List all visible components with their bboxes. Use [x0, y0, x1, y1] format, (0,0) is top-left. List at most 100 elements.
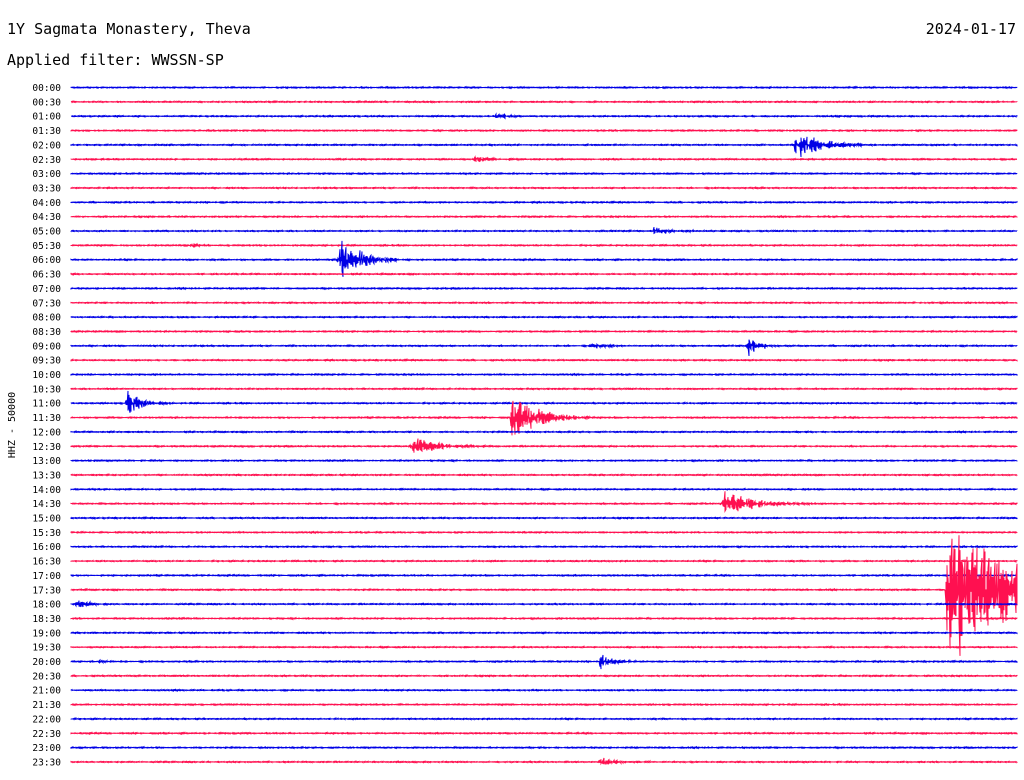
time-tick-label: 00:30 — [32, 97, 61, 108]
time-tick-label: 15:00 — [32, 514, 61, 525]
trace-line — [70, 242, 1018, 248]
trace-line — [70, 339, 1018, 357]
time-tick-labels: 00:00 00:30 01:00 01:30 02:00 02:30 03:00 03:30… — [32, 83, 61, 768]
trace-line — [70, 673, 1018, 678]
time-tick-label: 05:30 — [32, 241, 61, 252]
time-tick-label: 11:00 — [32, 399, 61, 410]
time-tick-label: 23:30 — [32, 757, 61, 768]
time-tick-label: 18:00 — [32, 600, 61, 611]
time-tick-label: 03:00 — [32, 169, 61, 180]
trace-line — [70, 559, 1018, 563]
time-tick-label: 00:00 — [32, 83, 61, 94]
trace-line — [70, 155, 1018, 163]
trace-line — [70, 472, 1018, 477]
trace-line — [70, 716, 1018, 721]
time-tick-label: 12:00 — [32, 427, 61, 438]
trace-line — [70, 136, 1018, 158]
time-tick-label: 08:00 — [32, 313, 61, 324]
time-tick-label: 22:00 — [32, 714, 61, 725]
trace-line — [70, 85, 1018, 90]
time-tick-label: 23:00 — [32, 743, 61, 754]
trace-line — [70, 315, 1018, 320]
trace-line — [70, 487, 1018, 492]
time-tick-label: 10:00 — [32, 370, 61, 381]
trace-line — [70, 530, 1018, 535]
channel-label: HHZ - 50000 — [7, 392, 18, 458]
trace-line — [70, 227, 1018, 235]
time-tick-label: 02:00 — [32, 140, 61, 151]
time-tick-label: 20:30 — [32, 671, 61, 682]
date-label: 2024-01-17 — [925, 20, 1016, 38]
trace-line — [70, 458, 1018, 463]
time-tick-label: 04:30 — [32, 212, 61, 223]
trace-line — [70, 329, 1018, 334]
trace-line — [70, 654, 1018, 670]
time-tick-label: 01:30 — [32, 126, 61, 137]
trace-line — [70, 731, 1018, 736]
trace-line — [70, 630, 1018, 635]
station-title: 1Y Sagmata Monastery, Theva — [7, 20, 251, 38]
trace-line — [70, 688, 1018, 693]
filter-label: Applied filter: WWSSN-SP — [7, 51, 224, 69]
time-tick-label: 16:30 — [32, 557, 61, 568]
time-tick-label: 02:30 — [32, 155, 61, 166]
trace-line — [70, 491, 1018, 513]
time-tick-label: 17:30 — [32, 585, 61, 596]
time-tick-label: 19:00 — [32, 628, 61, 639]
time-tick-label: 18:30 — [32, 614, 61, 625]
time-tick-label: 10:30 — [32, 384, 61, 395]
trace-line — [70, 600, 1018, 608]
trace-line — [70, 185, 1018, 190]
time-tick-label: 03:30 — [32, 183, 61, 194]
trace-line — [70, 240, 1018, 277]
trace-line — [70, 702, 1018, 707]
time-tick-label: 09:30 — [32, 356, 61, 367]
time-tick-label: 13:30 — [32, 470, 61, 481]
trace-line — [70, 99, 1018, 104]
trace-line — [70, 400, 1018, 436]
time-tick-label: 20:00 — [32, 657, 61, 668]
time-tick-label: 21:30 — [32, 700, 61, 711]
trace-line — [70, 535, 1018, 656]
time-tick-label: 16:00 — [32, 542, 61, 553]
time-tick-label: 06:30 — [32, 270, 61, 281]
time-tick-label: 15:30 — [32, 528, 61, 539]
time-tick-label: 07:00 — [32, 284, 61, 295]
trace-line — [70, 300, 1018, 305]
time-tick-label: 14:00 — [32, 485, 61, 496]
trace-line — [70, 544, 1018, 549]
trace-line — [70, 358, 1018, 363]
trace-line — [70, 386, 1018, 391]
trace-line — [70, 757, 1018, 766]
trace-line — [70, 573, 1018, 578]
time-tick-label: 13:00 — [32, 456, 61, 467]
trace-line — [70, 272, 1018, 277]
time-tick-label: 19:30 — [32, 643, 61, 654]
time-tick-label: 08:30 — [32, 327, 61, 338]
trace-line — [70, 429, 1018, 434]
trace-line — [70, 616, 1018, 621]
time-tick-label: 09:00 — [32, 341, 61, 352]
time-tick-label: 07:30 — [32, 298, 61, 309]
time-tick-label: 12:30 — [32, 442, 61, 453]
trace-line — [70, 112, 1018, 120]
trace-line — [70, 516, 1018, 520]
trace-line — [70, 745, 1018, 750]
time-tick-label: 06:00 — [32, 255, 61, 266]
time-tick-label: 04:00 — [32, 198, 61, 209]
time-tick-label: 17:00 — [32, 571, 61, 582]
trace-line — [70, 128, 1018, 133]
time-tick-label: 05:00 — [32, 227, 61, 238]
time-tick-label: 14:30 — [32, 499, 61, 510]
time-tick-label: 22:30 — [32, 729, 61, 740]
trace-line — [70, 438, 1018, 453]
trace-line — [70, 390, 1018, 413]
trace-line — [70, 171, 1018, 176]
trace-line — [70, 200, 1018, 205]
time-tick-label: 21:00 — [32, 686, 61, 697]
trace-line — [70, 214, 1018, 219]
time-tick-label: 11:30 — [32, 413, 61, 424]
trace-line — [70, 286, 1018, 291]
trace-line — [70, 372, 1018, 377]
